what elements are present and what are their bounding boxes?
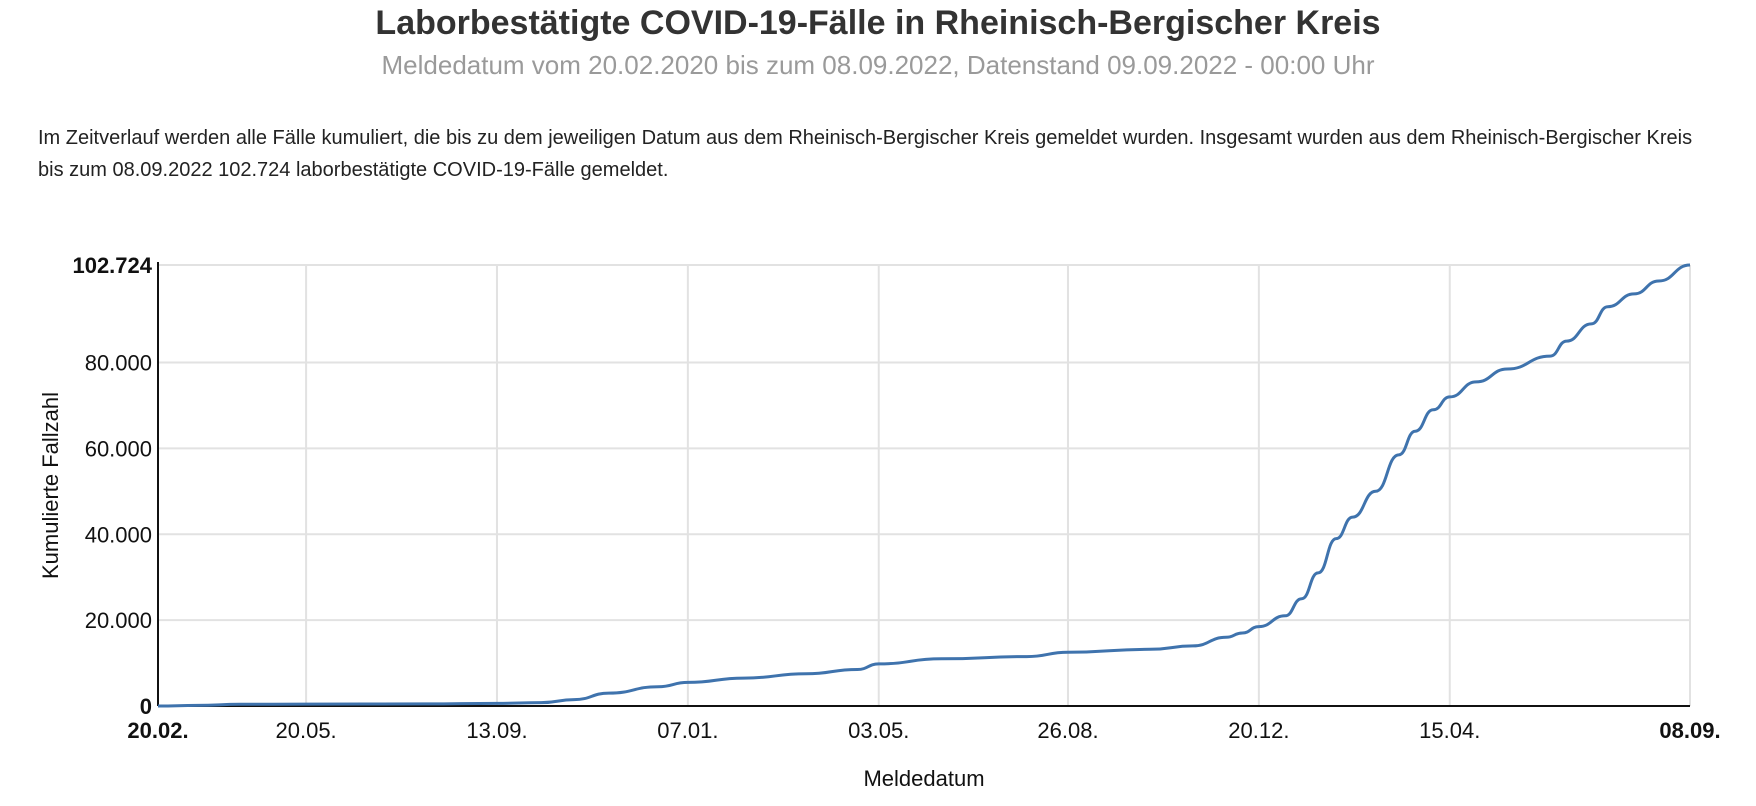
y-tick-label: 40.000 (85, 522, 152, 547)
tick-labels: 20.02. 20.05. 13.09. 07.01. 03.05. 26.08. 20.1… (72, 253, 1720, 743)
series-layer (157, 263, 1691, 708)
chart-title: Laborbestätigte COVID-19-Fälle in Rheini… (375, 4, 1381, 42)
y-tick-label: 0 (140, 694, 152, 719)
y-axis-label: Kumulierte Fallzahl (38, 392, 63, 579)
x-tick-label: 15.04. (1419, 718, 1480, 743)
x-tick-label: 07.01. (657, 718, 718, 743)
x-axis-label: Meldedatum (863, 766, 984, 791)
series-line (157, 263, 1691, 708)
x-tick-label: 20.05. (276, 718, 337, 743)
chart-description: Im Zeitverlauf werden alle Fälle kumulie… (38, 127, 1693, 181)
grid-lines (158, 264, 1691, 706)
y-tick-label: 80.000 (85, 351, 152, 376)
x-tick-label: 26.08. (1037, 718, 1098, 743)
y-tick-label: 102.724 (72, 253, 152, 278)
axes (157, 262, 1690, 707)
x-tick-label: 13.09. (466, 718, 527, 743)
chart-subtitle: Meldedatum vom 20.02.2020 bis zum 08.09.… (381, 50, 1375, 80)
x-tick-label: 20.02. (127, 718, 188, 743)
y-tick-label: 20.000 (85, 608, 152, 633)
y-tick-label: 60.000 (85, 436, 152, 461)
x-tick-label: 08.09. (1659, 718, 1720, 743)
x-tick-label: 03.05. (848, 718, 909, 743)
x-tick-label: 20.12. (1228, 718, 1289, 743)
